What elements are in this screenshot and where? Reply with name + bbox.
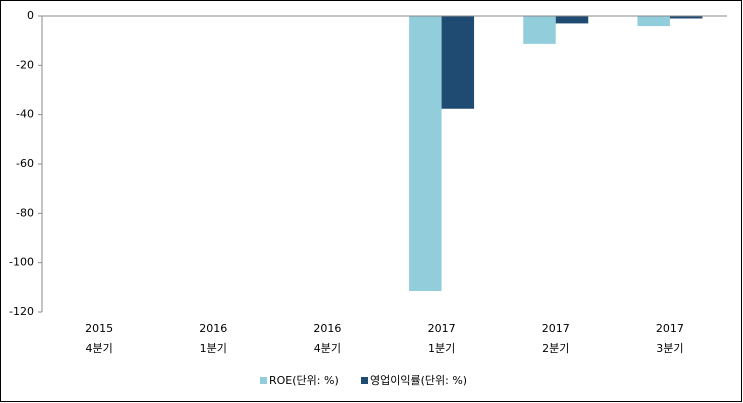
legend-label: ROE(단위: %) — [269, 374, 339, 387]
y-tick-label: -80 — [16, 206, 34, 219]
bar — [441, 16, 475, 109]
x-tick-label: 1분기 — [428, 342, 455, 355]
x-tick-label: 4분기 — [85, 342, 112, 355]
y-tick-label: -100 — [9, 256, 34, 269]
y-tick-label: -120 — [9, 305, 34, 318]
legend-swatch — [260, 377, 267, 384]
bar — [637, 16, 670, 27]
x-tick-label: 2017 — [428, 322, 456, 335]
x-tick-label: 3분기 — [656, 342, 683, 355]
x-tick-label: 2015 — [85, 322, 113, 335]
x-tick-label: 2분기 — [542, 342, 569, 355]
x-tick-label: 2016 — [313, 322, 341, 335]
bar — [555, 16, 589, 24]
bar — [523, 16, 556, 44]
legend-label: 영업이익률(단위: %) — [370, 374, 467, 387]
bar — [409, 16, 442, 292]
x-tick-label: 4분기 — [314, 342, 341, 355]
y-tick-label: 0 — [27, 9, 34, 22]
legend-swatch — [361, 377, 368, 384]
y-tick-label: -60 — [16, 157, 34, 170]
x-tick-label: 2017 — [542, 322, 570, 335]
y-tick-label: -40 — [16, 108, 34, 121]
bar — [669, 16, 703, 19]
y-tick-label: -20 — [16, 58, 34, 71]
x-tick-label: 2016 — [199, 322, 227, 335]
x-tick-label: 1분기 — [200, 342, 227, 355]
x-tick-label: 2017 — [656, 322, 684, 335]
